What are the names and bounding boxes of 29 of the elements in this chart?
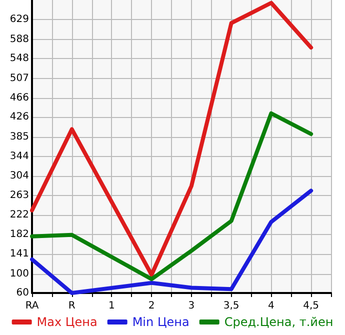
x-tick-label: RA xyxy=(25,300,39,312)
x-tick-label: 4,5 xyxy=(303,300,320,312)
y-tick-label: 100 xyxy=(10,268,29,280)
x-tick-label: 3 xyxy=(188,300,195,312)
y-tick-label: 344 xyxy=(10,151,29,162)
y-tick-label: 304 xyxy=(10,170,29,182)
legend-label: Max Цена xyxy=(36,315,98,329)
x-tick-label: 2 xyxy=(148,300,155,312)
x-tick-label: 1 xyxy=(108,300,115,312)
y-tick-label: 222 xyxy=(10,210,29,221)
line-series xyxy=(30,0,314,277)
y-tick-label: 426 xyxy=(10,112,29,123)
legend-label: Сред.Цена, т.йен xyxy=(224,315,334,329)
y-tick-label: 60 xyxy=(16,288,29,298)
y-tick-label: 385 xyxy=(10,131,29,142)
y-tick-label: 141 xyxy=(10,248,29,260)
y-tick-label: 588 xyxy=(10,34,29,45)
legend-label: Min Цена xyxy=(132,315,190,329)
x-tick-label: 3,5 xyxy=(223,300,240,312)
x-tick-label: 4 xyxy=(268,300,274,312)
y-tick-label: 182 xyxy=(10,228,29,240)
line-series xyxy=(30,188,314,295)
y-tick-label: 548 xyxy=(10,53,29,64)
x-tick-label: R xyxy=(68,300,76,312)
y-tick-label: 466 xyxy=(10,92,29,104)
y-tick-label: 507 xyxy=(10,72,29,84)
y-tick-label: 263 xyxy=(10,190,29,201)
line-series xyxy=(30,111,314,282)
y-tick-label: 629 xyxy=(10,14,29,26)
